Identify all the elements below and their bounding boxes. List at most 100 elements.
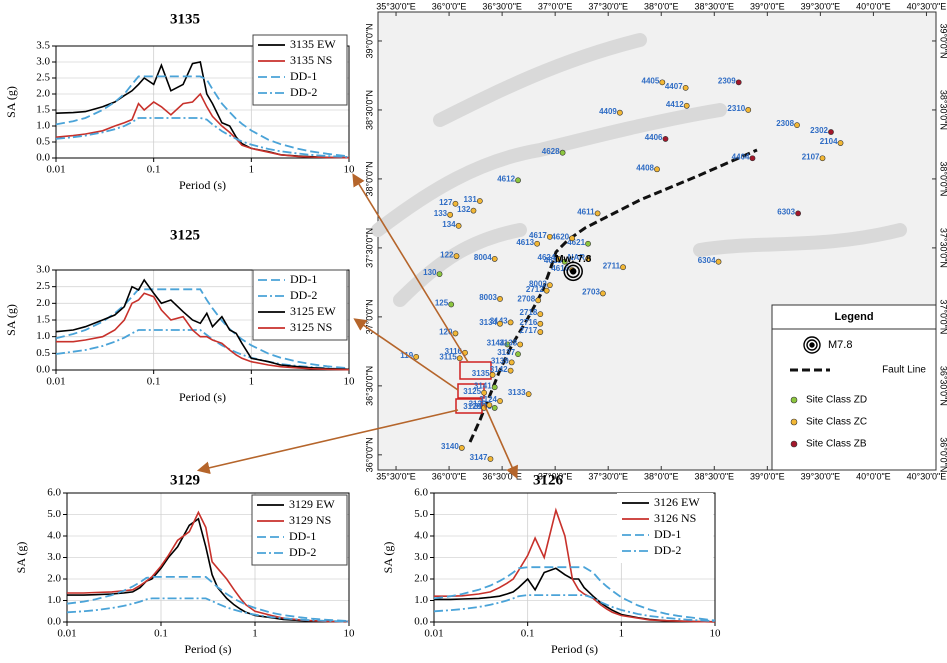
- arrow: [352, 173, 469, 363]
- y-tick-label: 37°0'0"N: [939, 299, 947, 334]
- station-label: 122: [440, 250, 454, 259]
- station: [504, 341, 511, 348]
- chart-title: 3126: [533, 472, 564, 488]
- legend-label: Site Class ZC: [806, 417, 867, 428]
- station: [546, 233, 553, 240]
- station-label: 3134: [479, 318, 497, 327]
- station-label: 3116: [445, 347, 463, 356]
- station-label: 4615: [544, 256, 562, 265]
- station: [497, 320, 503, 327]
- legend-label: 3125 NS: [290, 320, 332, 334]
- fault-line: [468, 148, 758, 443]
- y-tick-label: 36°0'0"N: [364, 437, 374, 472]
- x-tick-label: 38°30'0"E: [695, 471, 735, 481]
- station-label: 2708: [517, 294, 535, 303]
- legend-label: 3125 EW: [290, 304, 336, 318]
- station: [654, 166, 660, 173]
- station-label: 120: [439, 328, 453, 337]
- legend-swatch: [790, 418, 798, 426]
- station: [470, 207, 477, 214]
- plot-frame: [433, 492, 716, 623]
- y-tick-label: 4.0: [47, 530, 61, 542]
- x-tick-label: 1: [249, 376, 255, 388]
- map-overlay: 35°30'0"E 35°30'0"E 36°0'0"E 36°0'0"E 36°30'…: [364, 1, 947, 481]
- station: [555, 256, 562, 262]
- series-line: [55, 329, 350, 371]
- epicenter-ring: [566, 264, 580, 279]
- station: [517, 341, 524, 348]
- epicenter-annotation: Mw: 7.8: [555, 254, 592, 265]
- y-tick-label: 36°0'0"N: [939, 437, 947, 472]
- station: [447, 211, 454, 218]
- y-tick-label: 1.0: [36, 120, 50, 132]
- station-label: 3137: [497, 348, 515, 357]
- highlight-box: [459, 361, 492, 380]
- station: [456, 355, 463, 362]
- legend-label: DD-1: [290, 272, 317, 286]
- station: [794, 122, 800, 129]
- station: [481, 389, 487, 396]
- station-label: 3142: [490, 365, 508, 374]
- x-tick-label: 39°0'0"E: [750, 1, 785, 11]
- arrow: [196, 409, 459, 475]
- series-line: [55, 288, 350, 370]
- y-tick-label: 2.5: [36, 72, 50, 84]
- legend-title: Legend: [834, 311, 873, 323]
- station: [749, 155, 756, 162]
- x-tick-label: 10: [344, 376, 356, 388]
- station: [491, 256, 498, 262]
- station-label: 4408: [636, 163, 654, 172]
- y-tick-label: 2.0: [414, 573, 428, 585]
- x-tick-label: 37°0'0"E: [538, 1, 573, 11]
- station-label: 4405: [642, 76, 660, 85]
- station-label: 3135: [472, 369, 490, 378]
- legend-label: 3129 EW: [289, 497, 335, 511]
- legend-label: 3129 NS: [289, 513, 331, 527]
- station-label: 2711: [603, 261, 621, 270]
- station: [453, 253, 460, 260]
- station: [561, 258, 568, 265]
- station: [525, 391, 532, 398]
- station: [537, 311, 544, 318]
- x-tick-label: 40°30'0"E: [907, 471, 947, 481]
- station: [508, 359, 515, 366]
- y-tick-label: 2.5: [36, 280, 50, 292]
- station-label: 4412: [666, 100, 684, 109]
- x-tick-label: 40°0'0"E: [856, 471, 891, 481]
- legend-label: DD-2: [654, 543, 681, 557]
- x-tick-label: 0.01: [46, 376, 65, 388]
- station: [795, 210, 801, 217]
- y-tick-label: 5.0: [47, 508, 61, 520]
- x-tick-label: 10: [344, 164, 356, 176]
- station-label: 2309: [718, 76, 736, 85]
- y-tick-label: 36°30'0"N: [939, 366, 947, 406]
- station: [659, 79, 666, 86]
- y-tick-label: 38°0'0"N: [939, 161, 947, 196]
- x-tick-label: 38°30'0"E: [695, 1, 735, 11]
- arrow: [483, 403, 518, 479]
- station: [515, 351, 521, 358]
- x-tick-label: 35°30'0"E: [376, 471, 416, 481]
- y-tick-label: 0.5: [36, 347, 50, 359]
- legend-label: 3126 EW: [654, 495, 700, 509]
- legend-label: Site Class ZB: [806, 439, 867, 450]
- x-tick-label: 38°0'0"E: [644, 471, 679, 481]
- y-tick-label: 6.0: [414, 487, 428, 499]
- station: [662, 136, 669, 142]
- x-tick-label: 38°0'0"E: [644, 1, 679, 11]
- station: [683, 102, 690, 109]
- legend-box: [771, 304, 937, 471]
- station: [507, 319, 514, 326]
- station-label: 8003: [479, 293, 497, 302]
- chart-title: 3129: [170, 472, 200, 488]
- station-label: 4406: [645, 133, 663, 142]
- station-label: 2703: [582, 288, 600, 297]
- station: [458, 445, 465, 451]
- y-tick-label: 38°30'0"N: [939, 90, 947, 130]
- station-label: 3147: [470, 453, 488, 462]
- station: [476, 198, 483, 204]
- station-label: 3124: [479, 395, 497, 404]
- legend-epicenter: [809, 342, 815, 348]
- x-tick-label: 35°30'0"E: [376, 1, 416, 11]
- x-tick-label: 0.01: [57, 628, 76, 640]
